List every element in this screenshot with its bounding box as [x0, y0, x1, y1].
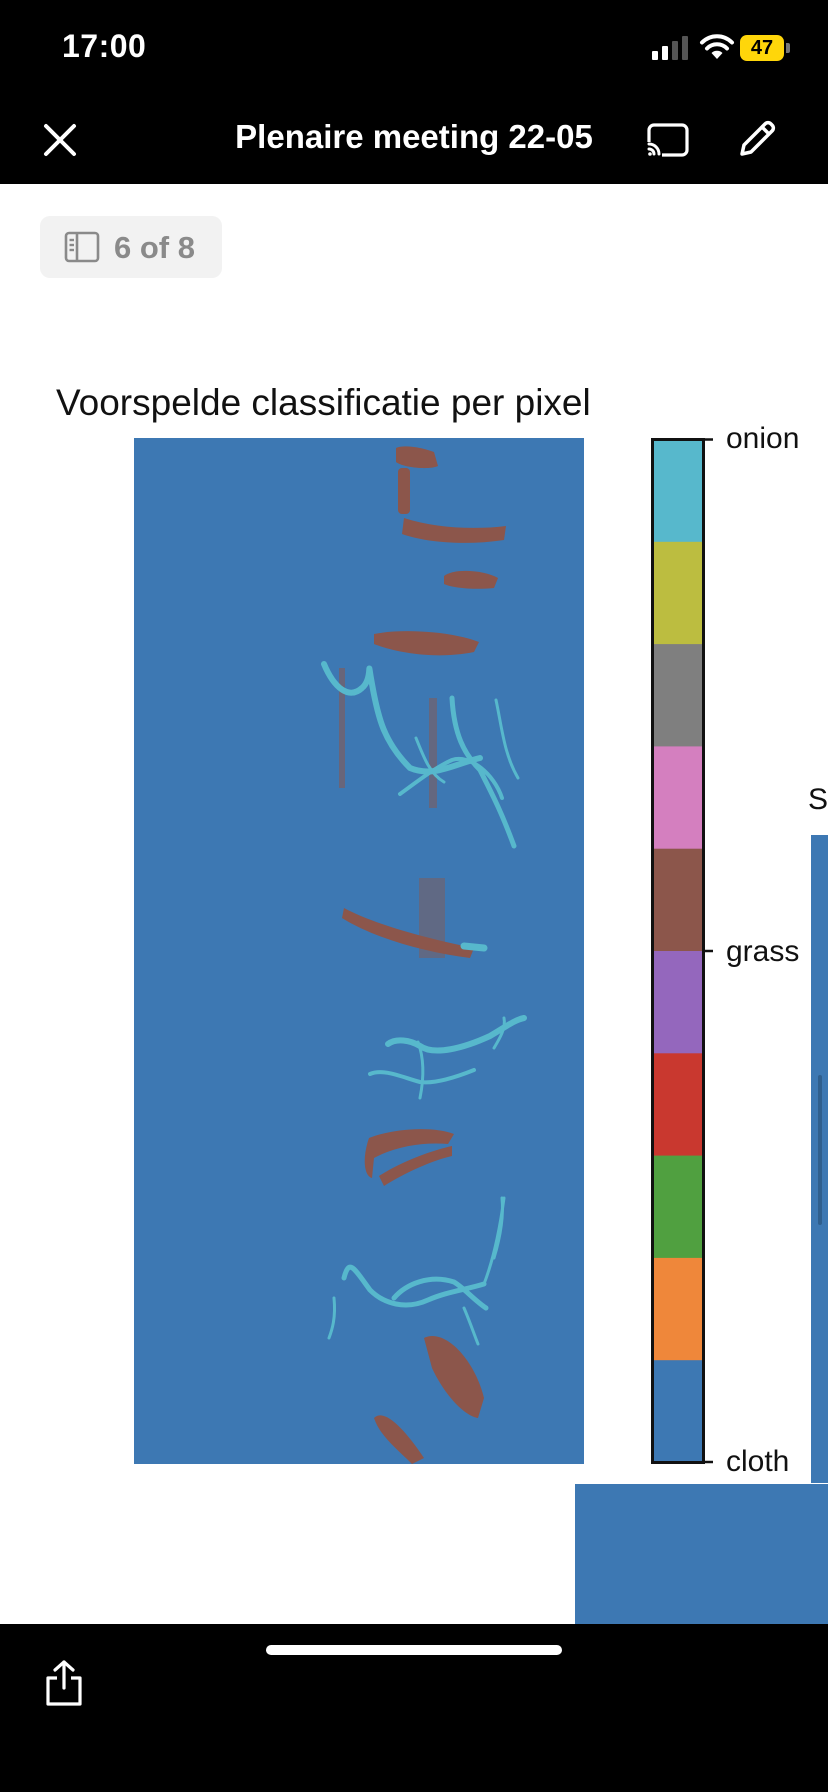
share-icon[interactable]	[42, 1658, 86, 1708]
onion-root	[416, 1040, 425, 1100]
pencil-icon[interactable]	[734, 116, 780, 162]
page-indicator[interactable]: 6 of 8	[40, 216, 222, 278]
grass-region	[342, 908, 474, 958]
grass-region	[379, 1146, 452, 1186]
onion-root	[482, 1196, 506, 1286]
onion-root	[460, 942, 488, 952]
onion-root	[368, 1068, 476, 1085]
background-figure-bottom	[575, 1484, 828, 1624]
onion-root	[492, 1016, 506, 1050]
close-icon[interactable]	[36, 116, 84, 164]
onion-root	[494, 698, 520, 780]
figure-title: Voorspelde classificatie per pixel	[56, 382, 591, 423]
onion-root	[398, 756, 504, 800]
colorbar	[651, 438, 713, 1464]
page-indicator-label: 6 of 8	[114, 230, 195, 265]
background-figure-stripe	[818, 1075, 822, 1225]
bottom-toolbar	[0, 1624, 828, 1792]
colorbar-label-cloth: cloth	[726, 1445, 790, 1478]
onion-root	[341, 1264, 487, 1308]
background-page-char: S	[808, 783, 828, 816]
classification-heatmap	[134, 438, 584, 1464]
grass-region	[398, 468, 410, 514]
onion-root	[449, 695, 517, 849]
cellular-signal-icon	[652, 36, 688, 60]
grass-region	[429, 698, 437, 808]
grass-region	[374, 1415, 424, 1464]
grass-region	[444, 570, 498, 589]
onion-root	[327, 1296, 336, 1340]
onion-root	[462, 1306, 480, 1346]
document-title: Plenaire meeting 22-05	[235, 118, 593, 155]
grass-region	[364, 1129, 454, 1178]
heatmap-background-cloth	[134, 438, 584, 1464]
colorbar-segment	[652, 1053, 704, 1157]
onion-root	[391, 1276, 489, 1311]
navigation-bar: Plenaire meeting 22-05	[0, 96, 828, 184]
colorbar-segment	[652, 951, 704, 1054]
status-bar: 17:00 47	[0, 0, 828, 96]
colorbar-segment	[652, 1360, 704, 1463]
status-time: 17:00	[62, 28, 147, 64]
colorbar-segment	[652, 1257, 704, 1361]
colorbar-segment	[652, 541, 704, 645]
onion-root	[414, 736, 446, 784]
battery-level: 47	[750, 37, 774, 59]
colorbar-segment	[652, 644, 704, 747]
colorbar-label-grass: grass	[726, 935, 800, 968]
grass-region	[402, 518, 506, 543]
battery-icon: 47	[740, 35, 790, 61]
sidebar-icon	[64, 231, 100, 263]
wifi-icon	[700, 34, 734, 59]
grass-region	[396, 446, 438, 469]
grass-region	[339, 668, 345, 788]
home-indicator[interactable]	[266, 1645, 562, 1655]
onion-root	[385, 1015, 527, 1054]
colorbar-segment	[652, 439, 704, 543]
colorbar-segment	[652, 848, 704, 952]
grass-region	[424, 1336, 484, 1418]
grass-region	[374, 631, 479, 656]
colorbar-segment	[652, 1155, 704, 1259]
colorbar-segment	[652, 746, 704, 850]
colorbar-label-onion: onion	[726, 422, 800, 455]
cast-icon[interactable]	[646, 120, 690, 160]
